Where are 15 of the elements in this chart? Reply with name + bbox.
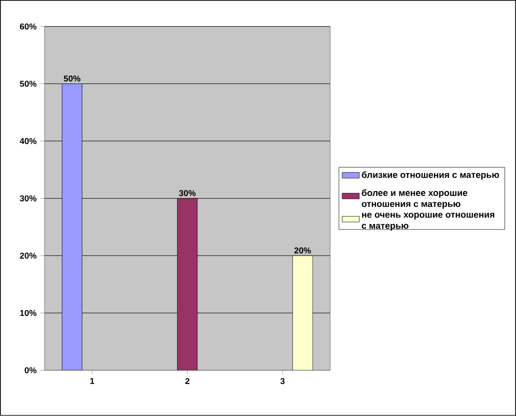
data-label: 20% <box>294 248 311 254</box>
legend-label: близкие отношения с матерью <box>362 171 500 180</box>
y-tick-label: 0% <box>24 367 36 374</box>
y-tick-label: 60% <box>20 24 36 30</box>
y-tick-label: 50% <box>20 80 36 87</box>
y-tick-label: 40% <box>20 138 36 144</box>
x-tick-label: 3 <box>280 378 285 384</box>
data-label: 50% <box>64 76 80 82</box>
y-tick-label: 30% <box>20 195 36 202</box>
data-label: 30% <box>179 190 196 196</box>
x-tick-label: 1 <box>90 378 94 384</box>
x-tick-label: 2 <box>185 378 190 384</box>
y-tick-label: 20% <box>20 252 36 259</box>
y-tick-label: 10% <box>20 310 36 316</box>
legend-label: не очень хорошие отношения с матерью <box>362 212 494 231</box>
